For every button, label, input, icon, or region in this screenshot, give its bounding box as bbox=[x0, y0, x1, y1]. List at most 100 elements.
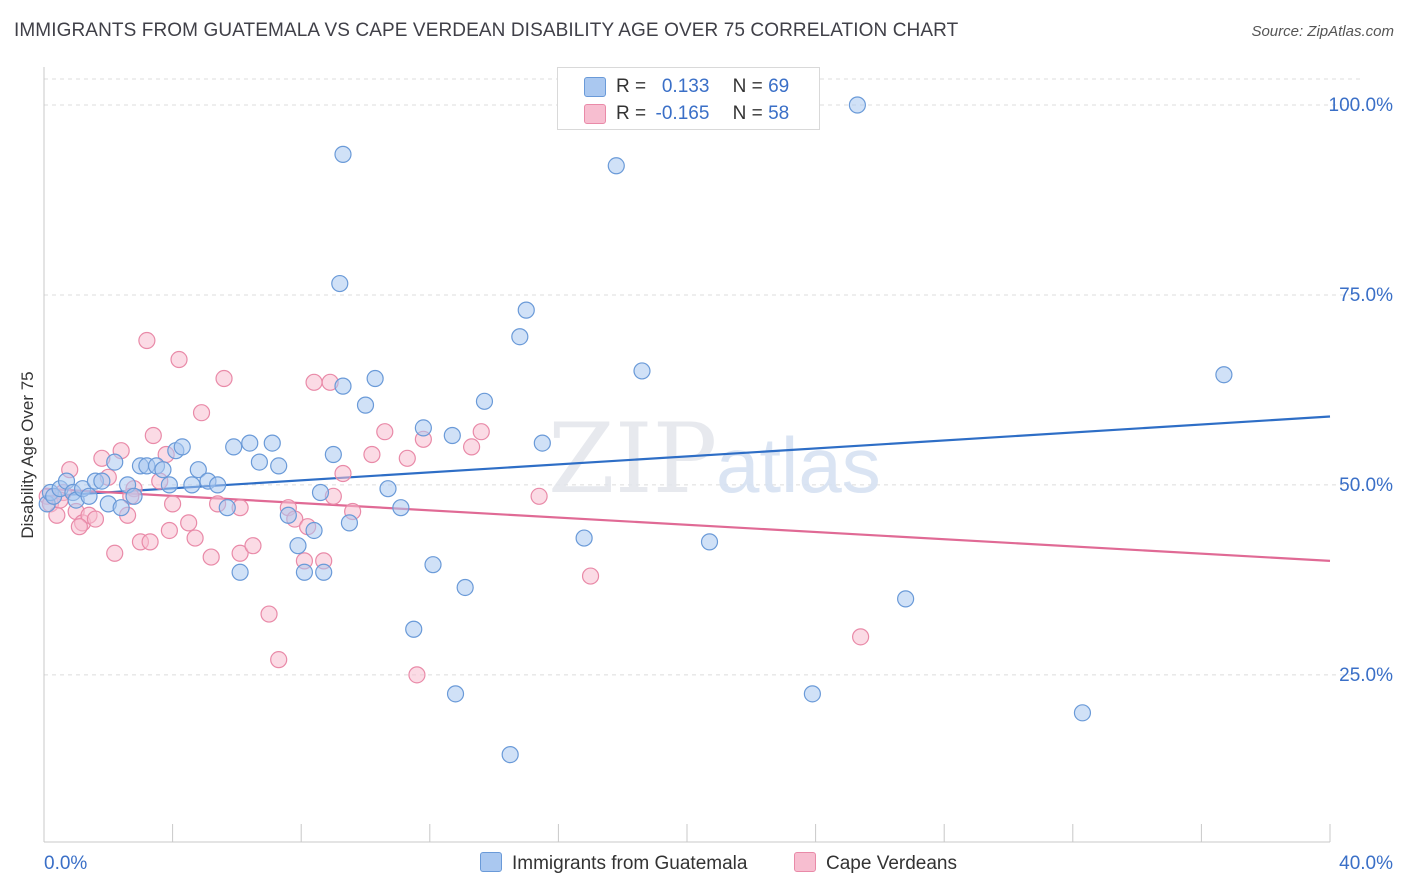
guatemala-point bbox=[225, 438, 243, 456]
guatemala-point bbox=[125, 487, 143, 505]
guatemala-point bbox=[295, 563, 314, 581]
cape-verdean-point bbox=[106, 544, 124, 562]
cape-verdean-point bbox=[192, 404, 211, 422]
n-label: N = bbox=[732, 103, 763, 124]
guatemala-point bbox=[475, 392, 494, 410]
watermark-text: atlas bbox=[716, 421, 881, 509]
guatemala-point bbox=[331, 274, 349, 293]
guatemala-point bbox=[241, 434, 259, 452]
legend-swatch-series2 bbox=[584, 104, 606, 124]
guatemala-point bbox=[154, 461, 172, 479]
legend-text-series1: R = 0.133 N = 69 bbox=[616, 76, 789, 98]
guatemala-trend-line bbox=[43, 415, 1331, 498]
cape-verdean-trend-line bbox=[43, 487, 1331, 562]
trend-lines bbox=[43, 415, 1331, 562]
guatemala-point bbox=[209, 476, 227, 494]
guatemala-point bbox=[334, 145, 352, 163]
bottom-legend-swatch-series2 bbox=[794, 852, 816, 872]
cape-verdean-point bbox=[164, 495, 182, 513]
guatemala-point bbox=[446, 685, 465, 703]
x-tick-label: 40.0% bbox=[1339, 853, 1393, 874]
cape-verdean-point bbox=[170, 350, 188, 369]
legend-swatch-series1 bbox=[584, 77, 606, 97]
guatemala-point bbox=[424, 556, 442, 574]
cape-verdean-point bbox=[160, 521, 178, 540]
guatemala-point bbox=[517, 301, 535, 319]
cape-verdean-point bbox=[260, 605, 278, 623]
cape-verdean-point bbox=[70, 518, 88, 536]
source-label: Source: ZipAtlas.com bbox=[1251, 23, 1394, 40]
cape-verdean-point bbox=[141, 533, 159, 551]
cape-verdean-point bbox=[408, 666, 426, 684]
cape-verdean-point bbox=[144, 426, 162, 445]
guatemala-point bbox=[456, 578, 474, 597]
tick-labels: 25.0% 50.0% 75.0% 100.0% 0.0% 40.0% bbox=[44, 95, 1393, 874]
guatemala-point bbox=[324, 445, 342, 464]
data-points bbox=[38, 96, 1233, 764]
guatemala-point bbox=[279, 506, 297, 524]
cape-verdean-point bbox=[376, 423, 394, 441]
cape-verdean-point bbox=[186, 529, 204, 547]
guatemala-point bbox=[270, 457, 288, 475]
guatemala-point bbox=[443, 426, 461, 445]
guatemala-point bbox=[533, 434, 551, 452]
n-value-series1: 69 bbox=[768, 76, 790, 97]
guatemala-point bbox=[106, 453, 124, 471]
guatemala-point bbox=[334, 377, 352, 395]
chart-title: IMMIGRANTS FROM GUATEMALA VS CAPE VERDEA… bbox=[14, 20, 959, 41]
guatemala-point bbox=[80, 487, 98, 505]
cape-verdean-point bbox=[215, 369, 233, 388]
legend-text-series2: R = -0.165 N = 58 bbox=[616, 103, 789, 125]
guatemala-point bbox=[250, 453, 269, 471]
cape-verdean-point bbox=[305, 373, 323, 391]
guatemala-point bbox=[305, 521, 323, 540]
cape-verdean-point bbox=[398, 449, 416, 467]
y-tick-label: 100.0% bbox=[1329, 95, 1394, 116]
cape-verdean-point bbox=[334, 464, 352, 483]
cape-verdean-point bbox=[231, 544, 249, 562]
guatemala-point bbox=[218, 499, 236, 517]
guatemala-point bbox=[340, 514, 359, 532]
guatemala-point bbox=[356, 396, 375, 414]
guatemala-point bbox=[160, 476, 178, 494]
cape-verdean-point bbox=[270, 651, 288, 669]
guatemala-point bbox=[700, 533, 719, 551]
cape-verdean-point bbox=[472, 423, 490, 441]
watermark: ZIP atlas bbox=[548, 403, 881, 515]
guatemala-point bbox=[848, 96, 866, 114]
bottom-legend-label-series2: Cape Verdeans bbox=[826, 853, 957, 874]
guatemala-point bbox=[633, 362, 651, 380]
cape-verdean-point bbox=[244, 537, 262, 555]
guatemala-point bbox=[183, 476, 201, 494]
guatemala-point bbox=[575, 529, 593, 547]
cape-verdean-point bbox=[852, 628, 870, 646]
bottom-legend-label-series1: Immigrants from Guatemala bbox=[512, 853, 748, 874]
x-tick-label: 0.0% bbox=[44, 853, 87, 874]
r-value-series2: -0.165 bbox=[655, 103, 710, 124]
n-value-series2: 58 bbox=[768, 103, 790, 124]
cape-verdean-point bbox=[202, 548, 220, 566]
bottom-legend-swatch-series1 bbox=[480, 852, 502, 872]
y-tick-label: 25.0% bbox=[1339, 665, 1393, 686]
r-label: R = bbox=[616, 76, 647, 97]
guatemala-point bbox=[1215, 366, 1233, 384]
cape-verdean-point bbox=[462, 438, 481, 456]
y-tick-label: 75.0% bbox=[1339, 285, 1393, 306]
guatemala-point bbox=[173, 438, 191, 456]
guatemala-point bbox=[501, 746, 519, 764]
guatemala-point bbox=[414, 419, 432, 437]
bottom-legend-series2: Cape Verdeans bbox=[794, 852, 957, 875]
guatemala-point bbox=[803, 685, 821, 703]
bottom-legend-series1: Immigrants from Guatemala bbox=[480, 852, 747, 875]
cape-verdean-point bbox=[530, 487, 548, 505]
guatemala-point bbox=[112, 499, 130, 517]
guatemala-point bbox=[607, 157, 625, 175]
guatemala-point bbox=[392, 499, 410, 517]
cape-verdean-point bbox=[180, 514, 198, 532]
axes bbox=[43, 67, 1331, 843]
guatemala-point bbox=[263, 434, 281, 452]
r-value-series1: 0.133 bbox=[661, 76, 710, 97]
guatemala-point bbox=[231, 563, 249, 581]
guatemala-point bbox=[511, 328, 529, 346]
